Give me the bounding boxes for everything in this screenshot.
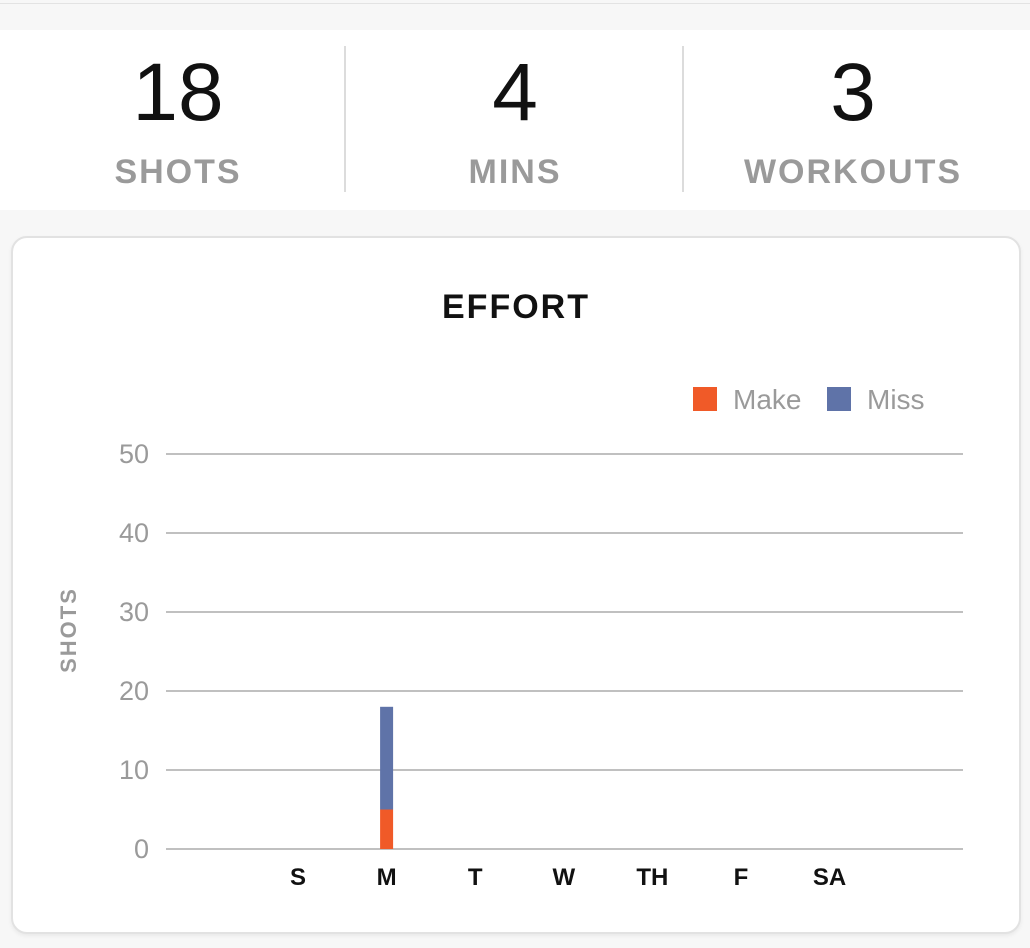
y-tick-label: 20 <box>119 676 149 706</box>
bar-make-m <box>380 809 394 849</box>
top-divider <box>0 3 1030 4</box>
y-tick-label: 50 <box>119 439 149 469</box>
x-tick-label: S <box>290 864 306 891</box>
effort-chart-card: EFFORT SHOTS 0 10 20 30 40 50 S M T W TH F SA Make M… <box>11 236 1021 934</box>
stat-mins-label: MINS <box>468 153 562 191</box>
legend-label: Miss <box>867 384 925 415</box>
stats-panel: 18 SHOTS 4 MINS 3 WORKOUTS <box>0 30 1030 210</box>
y-tick-label: 30 <box>119 597 149 627</box>
x-tick-label: W <box>552 864 575 891</box>
y-tick-label: 10 <box>119 755 149 785</box>
stat-mins-value: 4 <box>492 47 538 138</box>
stat-divider <box>682 46 684 192</box>
stat-shots-label: SHOTS <box>114 153 242 191</box>
stat-workouts-label: WORKOUTS <box>743 153 963 191</box>
x-tick-label: F <box>734 864 749 891</box>
x-axis-ticks: S M T W TH F SA <box>290 864 846 891</box>
x-tick-label: TH <box>636 864 668 891</box>
y-tick-label: 0 <box>134 834 149 864</box>
chart-bars <box>380 706 394 849</box>
stat-workouts-value: 3 <box>830 47 876 138</box>
y-tick-label: 40 <box>119 518 149 548</box>
bar-miss-m <box>380 706 394 810</box>
x-tick-label: T <box>468 864 483 891</box>
x-tick-label: SA <box>813 864 846 891</box>
legend-label: Make <box>733 384 801 415</box>
chart-grid: 0 10 20 30 40 50 <box>119 439 963 864</box>
x-tick-label: M <box>377 864 397 891</box>
stat-divider <box>344 46 346 192</box>
chart-legend: Make Miss <box>693 384 925 415</box>
stat-shots-value: 18 <box>132 47 224 138</box>
legend-swatch <box>827 387 851 411</box>
y-axis-label: SHOTS <box>56 587 81 673</box>
legend-swatch <box>693 387 717 411</box>
chart-title: EFFORT <box>442 288 590 326</box>
